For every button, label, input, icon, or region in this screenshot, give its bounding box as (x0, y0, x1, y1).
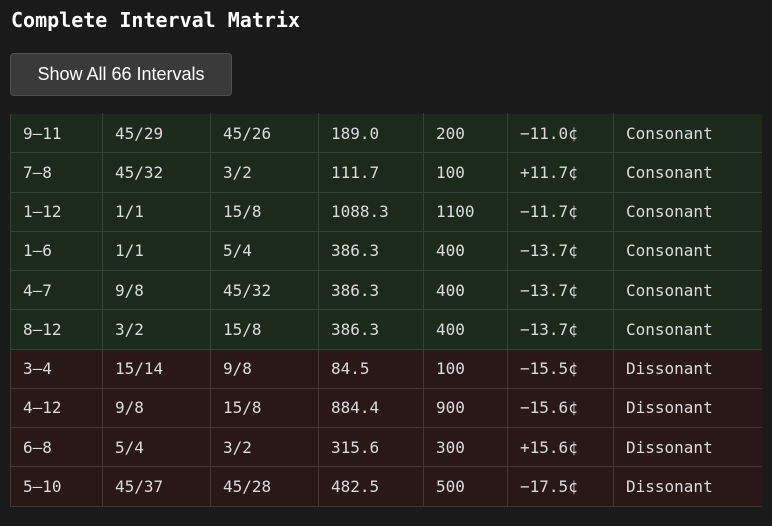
table-row: 3–4 15/14 9/8 84.5 100 −15.5¢ Dissonant (10, 348, 762, 389)
interval-matrix-body: 9–11 45/29 45/26 189.0 200 −11.0¢ Consonant 7–8… (10, 113, 762, 507)
deviation-cell: −13.7¢ (507, 230, 614, 272)
equal-temperament-cell: 300 (423, 426, 508, 468)
deviation-cell: −11.7¢ (507, 191, 614, 232)
interval-pair-cell: 7–8 (10, 152, 103, 193)
deviation-cell: −11.0¢ (507, 113, 614, 154)
ratio-b-cell: 3/2 (210, 152, 319, 193)
cents-cell: 1088.3 (318, 191, 424, 232)
table-row: 4–12 9/8 15/8 884.4 900 −15.6¢ Dissonant (10, 387, 762, 429)
ratio-a-cell: 1/1 (102, 191, 211, 232)
table-row: 1–12 1/1 15/8 1088.3 1100 −11.7¢ Consonant (10, 191, 762, 232)
cents-cell: 386.3 (318, 309, 424, 350)
ratio-b-cell: 45/28 (210, 466, 319, 507)
ratio-b-cell: 15/8 (210, 387, 319, 429)
interval-pair-cell: 1–12 (10, 191, 103, 232)
ratio-a-cell: 1/1 (102, 230, 211, 272)
table-row: 9–11 45/29 45/26 189.0 200 −11.0¢ Consonant (10, 113, 762, 154)
ratio-a-cell: 45/29 (102, 113, 211, 154)
cents-cell: 386.3 (318, 269, 424, 311)
ratio-a-cell: 45/37 (102, 466, 211, 507)
ratio-a-cell: 9/8 (102, 387, 211, 429)
ratio-b-cell: 3/2 (210, 426, 319, 468)
interval-pair-cell: 6–8 (10, 426, 103, 468)
interval-pair-cell: 4–7 (10, 269, 103, 311)
interval-pair-cell: 9–11 (10, 113, 103, 154)
cents-cell: 84.5 (318, 348, 424, 389)
ratio-b-cell: 15/8 (210, 309, 319, 350)
interval-pair-cell: 4–12 (10, 387, 103, 429)
deviation-cell: −13.7¢ (507, 309, 614, 350)
deviation-cell: +15.6¢ (507, 426, 614, 468)
ratio-a-cell: 5/4 (102, 426, 211, 468)
equal-temperament-cell: 400 (423, 230, 508, 272)
ratio-b-cell: 5/4 (210, 230, 319, 272)
quality-cell: Consonant (613, 269, 762, 311)
ratio-a-cell: 3/2 (102, 309, 211, 350)
table-row: 7–8 45/32 3/2 111.7 100 +11.7¢ Consonant (10, 152, 762, 193)
equal-temperament-cell: 200 (423, 113, 508, 154)
deviation-cell: −17.5¢ (507, 466, 614, 507)
table-row: 6–8 5/4 3/2 315.6 300 +15.6¢ Dissonant (10, 426, 762, 468)
table-row: 5–10 45/37 45/28 482.5 500 −17.5¢ Dissonant (10, 466, 762, 507)
quality-cell: Consonant (613, 191, 762, 232)
quality-cell: Consonant (613, 113, 762, 154)
cents-cell: 315.6 (318, 426, 424, 468)
quality-cell: Dissonant (613, 426, 762, 468)
cents-cell: 386.3 (318, 230, 424, 272)
table-row: 1–6 1/1 5/4 386.3 400 −13.7¢ Consonant (10, 230, 762, 272)
equal-temperament-cell: 400 (423, 309, 508, 350)
cents-cell: 482.5 (318, 466, 424, 507)
table-row: 4–7 9/8 45/32 386.3 400 −13.7¢ Consonant (10, 269, 762, 311)
deviation-cell: −15.6¢ (507, 387, 614, 429)
ratio-b-cell: 15/8 (210, 191, 319, 232)
ratio-a-cell: 45/32 (102, 152, 211, 193)
quality-cell: Dissonant (613, 348, 762, 389)
deviation-cell: −13.7¢ (507, 269, 614, 311)
ratio-b-cell: 45/26 (210, 113, 319, 154)
interval-matrix-table: 9–11 45/29 45/26 189.0 200 −11.0¢ Consonant 7–8… (10, 113, 762, 507)
interval-pair-cell: 3–4 (10, 348, 103, 389)
page-title: Complete Interval Matrix (11, 8, 300, 32)
quality-cell: Consonant (613, 309, 762, 350)
interval-pair-cell: 1–6 (10, 230, 103, 272)
interval-matrix-table-container[interactable]: 9–11 45/29 45/26 189.0 200 −11.0¢ Consonant 7–8… (10, 113, 762, 526)
quality-cell: Dissonant (613, 466, 762, 507)
quality-cell: Dissonant (613, 387, 762, 429)
ratio-a-cell: 15/14 (102, 348, 211, 389)
show-all-intervals-button[interactable]: Show All 66 Intervals (10, 53, 232, 96)
quality-cell: Consonant (613, 152, 762, 193)
ratio-b-cell: 9/8 (210, 348, 319, 389)
equal-temperament-cell: 100 (423, 348, 508, 389)
deviation-cell: +11.7¢ (507, 152, 614, 193)
cents-cell: 884.4 (318, 387, 424, 429)
interval-pair-cell: 8–12 (10, 309, 103, 350)
deviation-cell: −15.5¢ (507, 348, 614, 389)
cents-cell: 189.0 (318, 113, 424, 154)
ratio-a-cell: 9/8 (102, 269, 211, 311)
equal-temperament-cell: 100 (423, 152, 508, 193)
interval-pair-cell: 5–10 (10, 466, 103, 507)
cents-cell: 111.7 (318, 152, 424, 193)
equal-temperament-cell: 400 (423, 269, 508, 311)
quality-cell: Consonant (613, 230, 762, 272)
table-row: 8–12 3/2 15/8 386.3 400 −13.7¢ Consonant (10, 309, 762, 350)
equal-temperament-cell: 1100 (423, 191, 508, 232)
equal-temperament-cell: 500 (423, 466, 508, 507)
equal-temperament-cell: 900 (423, 387, 508, 429)
ratio-b-cell: 45/32 (210, 269, 319, 311)
